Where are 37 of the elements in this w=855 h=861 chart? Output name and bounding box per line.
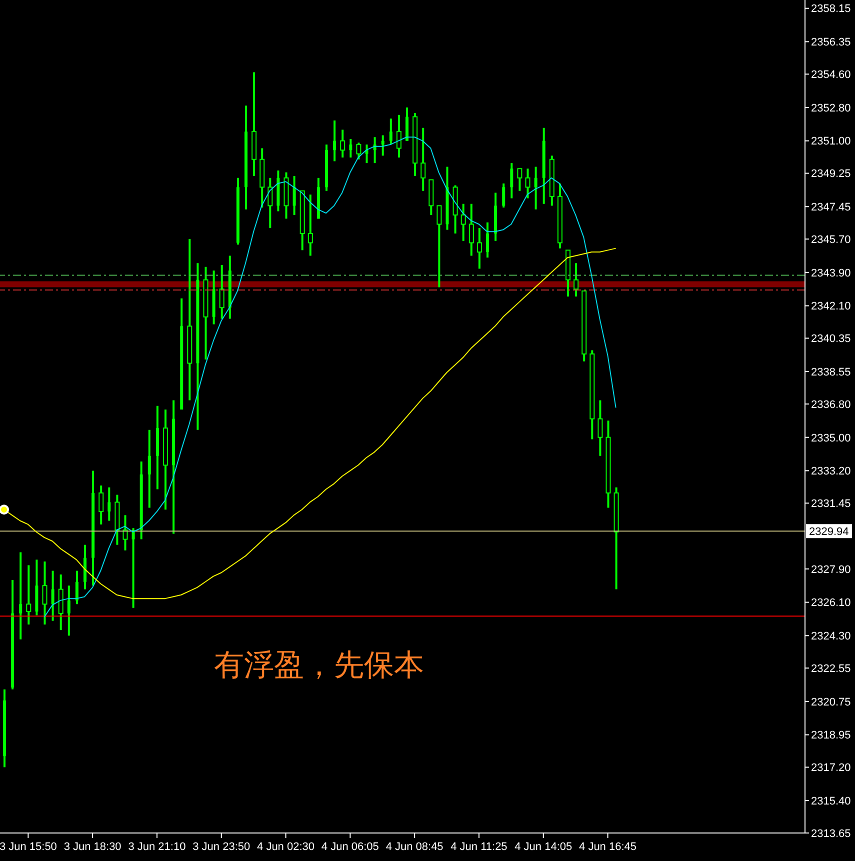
y-tick-label: 2340.35 bbox=[811, 333, 851, 346]
y-tick-label: 2338.55 bbox=[811, 366, 851, 378]
y-tick-label: 2327.90 bbox=[811, 564, 851, 576]
x-tick-label: 4 Jun 16:45 bbox=[579, 841, 637, 853]
y-tick-label: 2354.60 bbox=[811, 69, 851, 82]
y-tick-label: 2358.15 bbox=[811, 3, 851, 16]
y-tick-label: 2335.00 bbox=[811, 432, 851, 444]
y-tick-label: 2317.20 bbox=[811, 762, 851, 774]
annotation: 有浮盈，先保本 bbox=[214, 647, 424, 685]
x-tick-label: 3 Jun 18:30 bbox=[64, 841, 122, 853]
y-tick-label: 2324.30 bbox=[811, 630, 851, 643]
x-tick-label: 4 Jun 06:05 bbox=[321, 841, 379, 853]
y-tick-label: 2343.90 bbox=[811, 267, 851, 280]
y-tick-label: 2331.45 bbox=[811, 498, 851, 510]
y-tick-label: 2318.95 bbox=[811, 730, 851, 742]
y-tick-label: 2326.10 bbox=[811, 597, 851, 610]
x-tick-label: 4 Jun 02:30 bbox=[257, 841, 315, 853]
y-tick-label: 2347.45 bbox=[811, 202, 851, 214]
x-tick-label: 4 Jun 14:05 bbox=[514, 841, 572, 853]
y-tick-label: 2320.75 bbox=[811, 696, 851, 708]
y-tick-label: 2345.70 bbox=[811, 234, 851, 246]
x-tick-label: 3 Jun 23:50 bbox=[192, 841, 250, 853]
ref-line-label: 2329.94 bbox=[809, 526, 849, 538]
x-tick-label: 4 Jun 11:25 bbox=[450, 841, 508, 853]
x-tick-label: 3 Jun 15:50 bbox=[0, 841, 57, 853]
y-tick-label: 2313.65 bbox=[811, 828, 851, 840]
y-tick-label: 2349.25 bbox=[811, 168, 851, 180]
y-tick-label: 2333.20 bbox=[811, 466, 851, 478]
y-tick-label: 2342.10 bbox=[811, 300, 851, 313]
x-tick-label: 3 Jun 21:10 bbox=[128, 841, 186, 853]
x-tick-label: 4 Jun 08:45 bbox=[386, 841, 444, 853]
y-tick-label: 2351.00 bbox=[811, 136, 851, 148]
y-tick-label: 2336.80 bbox=[811, 398, 851, 411]
y-tick-label: 2356.35 bbox=[811, 36, 851, 49]
y-tick-label: 2315.40 bbox=[811, 795, 851, 808]
y-tick-label: 2322.55 bbox=[811, 662, 851, 675]
y-tick-label: 2352.80 bbox=[811, 102, 851, 114]
